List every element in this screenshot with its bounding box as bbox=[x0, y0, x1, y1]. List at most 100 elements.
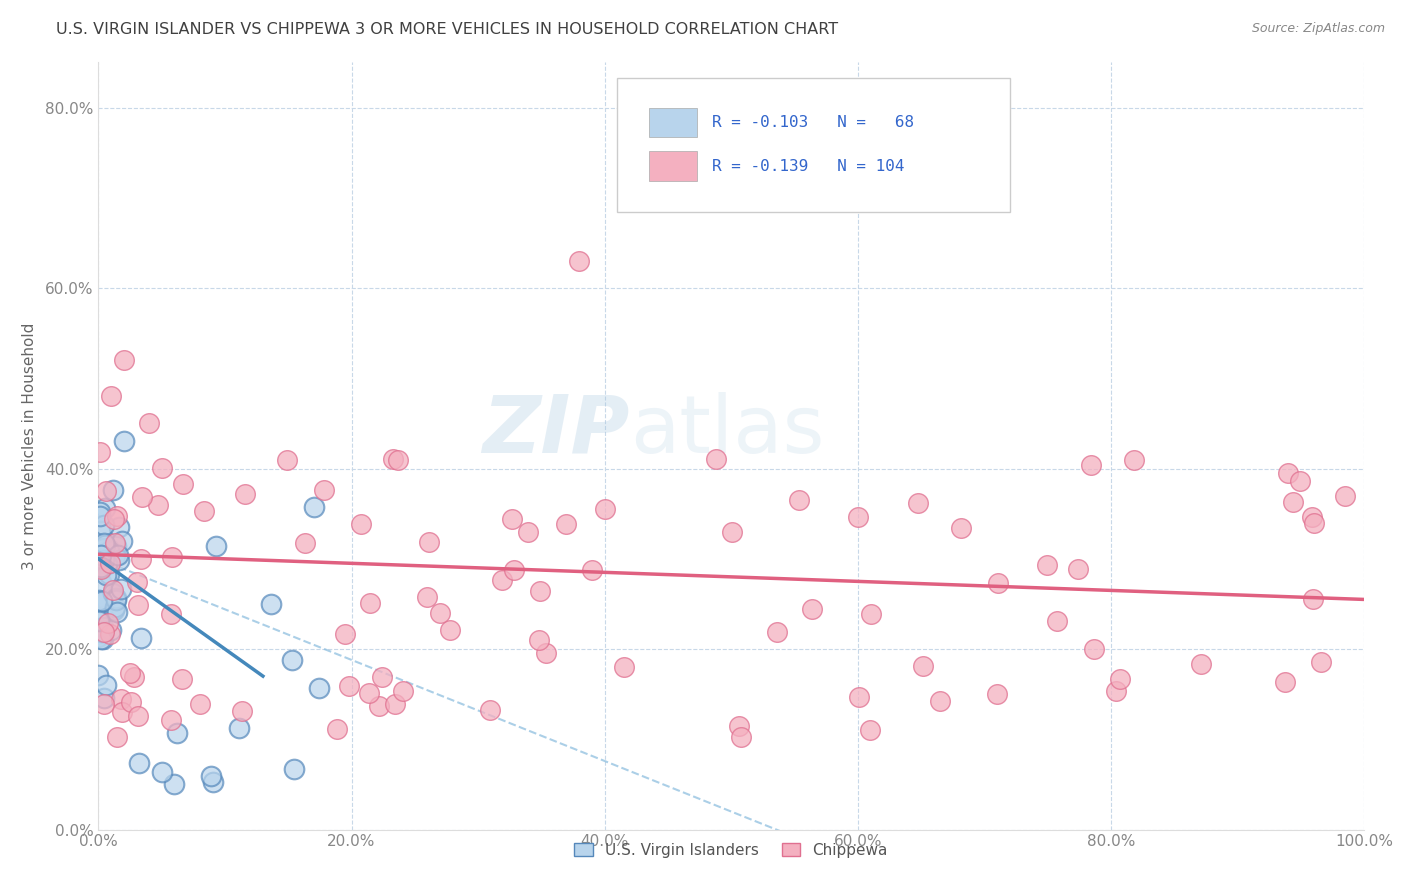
Point bbox=[312, 483, 335, 497]
Point bbox=[260, 598, 283, 612]
Point bbox=[89, 508, 111, 523]
Point bbox=[100, 389, 122, 403]
Point bbox=[503, 563, 526, 577]
Point bbox=[391, 684, 413, 698]
Point bbox=[1105, 683, 1128, 698]
Point bbox=[100, 623, 122, 637]
Point bbox=[193, 504, 215, 518]
Point bbox=[94, 568, 117, 582]
Point bbox=[105, 605, 128, 619]
Point bbox=[1302, 516, 1324, 531]
Point bbox=[131, 552, 153, 566]
Point bbox=[87, 622, 110, 636]
Point bbox=[90, 523, 112, 537]
Point bbox=[367, 698, 389, 713]
Point bbox=[536, 646, 558, 660]
Legend: U.S. Virgin Islanders, Chippewa: U.S. Virgin Islanders, Chippewa bbox=[568, 837, 894, 864]
Point bbox=[429, 606, 451, 620]
Point bbox=[93, 691, 115, 706]
FancyBboxPatch shape bbox=[617, 78, 1010, 212]
Point bbox=[201, 774, 224, 789]
Point bbox=[333, 627, 356, 641]
Point bbox=[104, 536, 127, 550]
Point bbox=[90, 632, 112, 646]
Point bbox=[439, 623, 461, 637]
Point bbox=[111, 705, 134, 719]
Point bbox=[529, 633, 551, 648]
Point bbox=[1066, 562, 1088, 576]
Point bbox=[93, 625, 115, 640]
Point bbox=[350, 516, 373, 531]
Point bbox=[120, 666, 142, 681]
Point bbox=[337, 679, 360, 693]
Point bbox=[148, 498, 170, 512]
Point bbox=[787, 493, 810, 508]
Point bbox=[1109, 672, 1132, 686]
Point bbox=[89, 554, 111, 568]
Text: R = -0.139   N = 104: R = -0.139 N = 104 bbox=[711, 159, 904, 174]
Point bbox=[281, 653, 304, 667]
Point bbox=[91, 594, 114, 608]
Point bbox=[93, 535, 115, 549]
Point bbox=[104, 549, 127, 564]
Point bbox=[554, 517, 576, 532]
Point bbox=[704, 452, 727, 467]
Point bbox=[359, 596, 381, 610]
Point bbox=[721, 525, 744, 540]
Point bbox=[87, 592, 110, 607]
Point bbox=[105, 508, 128, 523]
Point bbox=[94, 678, 117, 692]
Point bbox=[163, 777, 186, 791]
Point bbox=[276, 452, 298, 467]
Point bbox=[568, 254, 591, 268]
Point bbox=[138, 417, 160, 431]
Point bbox=[233, 487, 256, 501]
FancyBboxPatch shape bbox=[648, 152, 697, 180]
Point bbox=[96, 593, 118, 607]
Point bbox=[382, 452, 405, 467]
Point bbox=[90, 548, 112, 562]
Point bbox=[101, 587, 124, 601]
Point bbox=[1080, 458, 1102, 472]
Point bbox=[166, 726, 188, 740]
Point bbox=[93, 698, 115, 712]
Point bbox=[93, 541, 115, 556]
Point bbox=[87, 630, 110, 644]
Point bbox=[859, 607, 882, 621]
Point bbox=[907, 496, 929, 510]
Point bbox=[159, 607, 181, 621]
Point bbox=[529, 584, 551, 599]
Point bbox=[131, 490, 153, 504]
FancyBboxPatch shape bbox=[648, 108, 697, 136]
Point bbox=[1191, 657, 1213, 671]
Point bbox=[172, 477, 194, 491]
Point bbox=[96, 558, 118, 572]
Point bbox=[581, 563, 603, 577]
Point bbox=[89, 505, 111, 519]
Text: Source: ZipAtlas.com: Source: ZipAtlas.com bbox=[1251, 22, 1385, 36]
Point bbox=[98, 544, 121, 558]
Point bbox=[517, 525, 540, 540]
Point bbox=[949, 520, 972, 534]
Point bbox=[730, 730, 752, 744]
Point bbox=[93, 558, 115, 573]
Point bbox=[93, 517, 115, 532]
Point bbox=[387, 453, 409, 467]
Point bbox=[97, 616, 120, 631]
Text: atlas: atlas bbox=[630, 392, 824, 470]
Point bbox=[1289, 474, 1312, 488]
Point bbox=[1334, 489, 1357, 503]
Text: R = -0.103   N =   68: R = -0.103 N = 68 bbox=[711, 115, 914, 129]
Point bbox=[91, 608, 114, 623]
Point bbox=[200, 769, 222, 783]
Point bbox=[90, 575, 112, 590]
Point bbox=[98, 567, 121, 582]
Point bbox=[101, 483, 124, 498]
Point bbox=[846, 510, 869, 524]
Point bbox=[228, 721, 250, 735]
Point bbox=[89, 445, 111, 459]
Point bbox=[105, 540, 128, 554]
Point bbox=[108, 553, 131, 567]
Point bbox=[613, 660, 636, 674]
Point bbox=[89, 594, 111, 608]
